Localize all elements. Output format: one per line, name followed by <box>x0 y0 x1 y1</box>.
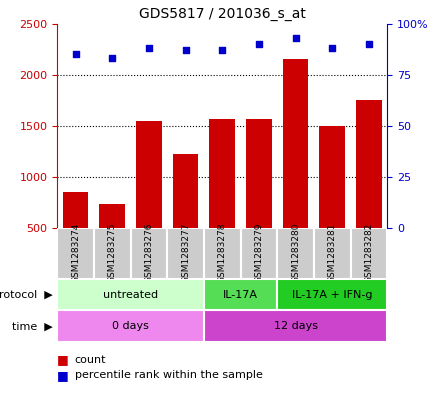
Text: GSM1283280: GSM1283280 <box>291 222 300 283</box>
Bar <box>99 204 125 228</box>
Text: untreated: untreated <box>103 290 158 300</box>
Point <box>292 35 299 41</box>
Point <box>182 47 189 53</box>
Point <box>329 45 336 51</box>
Point <box>219 47 226 53</box>
Bar <box>204 310 387 342</box>
Bar <box>246 119 272 228</box>
Bar <box>277 279 387 310</box>
Bar <box>314 228 351 279</box>
Text: GSM1283276: GSM1283276 <box>144 222 154 283</box>
Text: ■: ■ <box>57 353 69 366</box>
Bar <box>57 310 204 342</box>
Title: GDS5817 / 201036_s_at: GDS5817 / 201036_s_at <box>139 7 306 21</box>
Bar <box>57 228 94 279</box>
Bar <box>356 100 382 228</box>
Bar <box>167 228 204 279</box>
Text: protocol  ▶: protocol ▶ <box>0 290 53 300</box>
Text: IL-17A: IL-17A <box>223 290 258 300</box>
Bar <box>277 228 314 279</box>
Bar <box>57 279 204 310</box>
Bar <box>173 154 198 228</box>
Text: GSM1283282: GSM1283282 <box>364 222 374 283</box>
Bar <box>136 121 162 228</box>
Text: 12 days: 12 days <box>274 321 318 331</box>
Point <box>365 41 372 47</box>
Text: GSM1283277: GSM1283277 <box>181 222 190 283</box>
Point <box>255 41 262 47</box>
Text: percentile rank within the sample: percentile rank within the sample <box>75 370 263 380</box>
Bar <box>319 126 345 228</box>
Bar <box>283 59 308 228</box>
Text: time  ▶: time ▶ <box>12 321 53 331</box>
Bar <box>204 279 277 310</box>
Bar <box>209 119 235 228</box>
Bar <box>241 228 277 279</box>
Bar <box>204 228 241 279</box>
Text: GSM1283278: GSM1283278 <box>218 222 227 283</box>
Text: GSM1283274: GSM1283274 <box>71 222 80 283</box>
Bar <box>131 228 167 279</box>
Bar <box>63 192 88 228</box>
Point <box>72 51 79 57</box>
Text: ■: ■ <box>57 369 69 382</box>
Point <box>109 55 116 61</box>
Text: 0 days: 0 days <box>112 321 149 331</box>
Text: count: count <box>75 354 106 365</box>
Text: GSM1283281: GSM1283281 <box>328 222 337 283</box>
Text: IL-17A + IFN-g: IL-17A + IFN-g <box>292 290 372 300</box>
Bar <box>351 228 387 279</box>
Text: GSM1283275: GSM1283275 <box>108 222 117 283</box>
Text: GSM1283279: GSM1283279 <box>254 222 264 283</box>
Bar <box>94 228 131 279</box>
Point <box>145 45 152 51</box>
